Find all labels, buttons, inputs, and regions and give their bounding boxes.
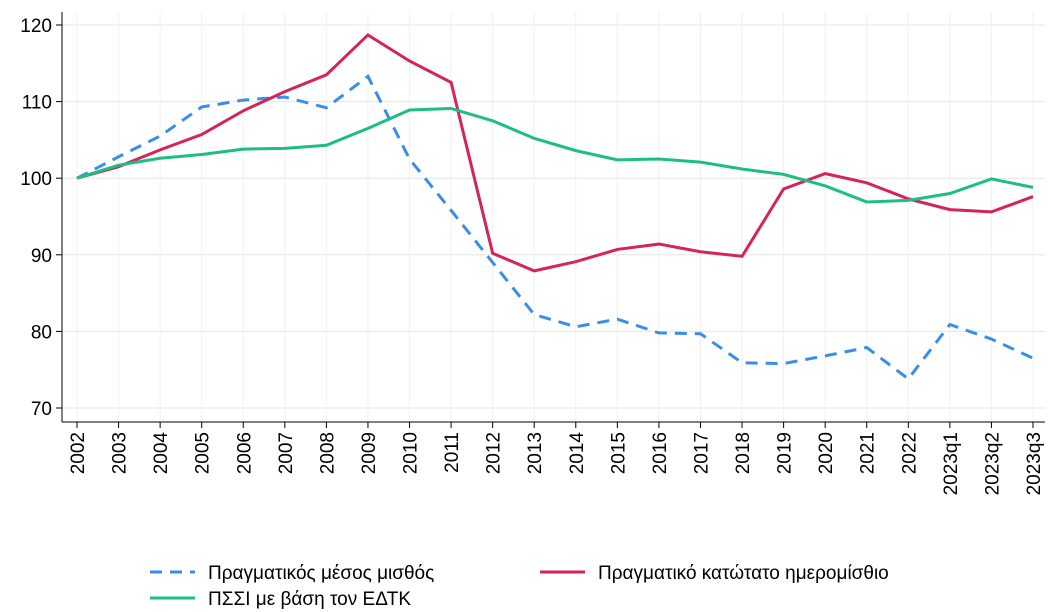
x-tick-label: 2022 — [899, 432, 920, 474]
x-tick-label: 2004 — [151, 432, 172, 475]
y-tick-label: 90 — [31, 246, 52, 267]
x-tick-label: 2002 — [68, 432, 89, 474]
x-tick-label: 2009 — [359, 432, 380, 474]
x-tick-label: 2011 — [442, 432, 463, 473]
x-tick-label: 2012 — [484, 432, 505, 474]
series-line — [76, 33, 1034, 273]
x-tick-label: 2006 — [234, 432, 255, 474]
y-tick-label: 70 — [31, 399, 52, 420]
x-tick-label: 2013 — [525, 432, 546, 474]
series-line — [76, 106, 1034, 204]
x-tick-label: 2007 — [276, 432, 297, 474]
x-tick-label: 2023q1 — [941, 432, 962, 495]
x-tick-label: 2016 — [650, 432, 671, 474]
x-tick-label: 2020 — [816, 432, 837, 474]
y-tick-label: 120 — [20, 16, 52, 37]
x-tick-label: 2010 — [401, 432, 422, 474]
y-tick-label: 80 — [31, 322, 52, 343]
x-tick-label: 2008 — [317, 432, 338, 474]
x-tick-label: 2023q3 — [1024, 432, 1045, 495]
legend-label: Πραγματικό κατώτατο ημερομίσθιο — [598, 563, 889, 584]
y-tick-label: 110 — [22, 93, 52, 114]
x-tick-label: 2019 — [775, 432, 796, 474]
x-tick-label: 2017 — [691, 432, 712, 474]
x-tick-label: 2015 — [608, 432, 629, 474]
x-tick-label: 2018 — [733, 432, 754, 474]
x-tick-label: 2005 — [193, 432, 214, 474]
x-tick-label: 2021 — [858, 432, 879, 474]
x-tick-label: 2014 — [567, 432, 588, 475]
x-tick-label: 2003 — [110, 432, 131, 474]
series-line — [76, 74, 1034, 381]
x-tick-label: 2023q2 — [982, 432, 1003, 495]
y-tick-label: 100 — [20, 169, 52, 190]
legend-label: Πραγματικός μέσος μισθός — [208, 563, 434, 584]
legend-label: ΠΣΣΙ με βάση τον ΕΔΤΚ — [208, 589, 411, 610]
